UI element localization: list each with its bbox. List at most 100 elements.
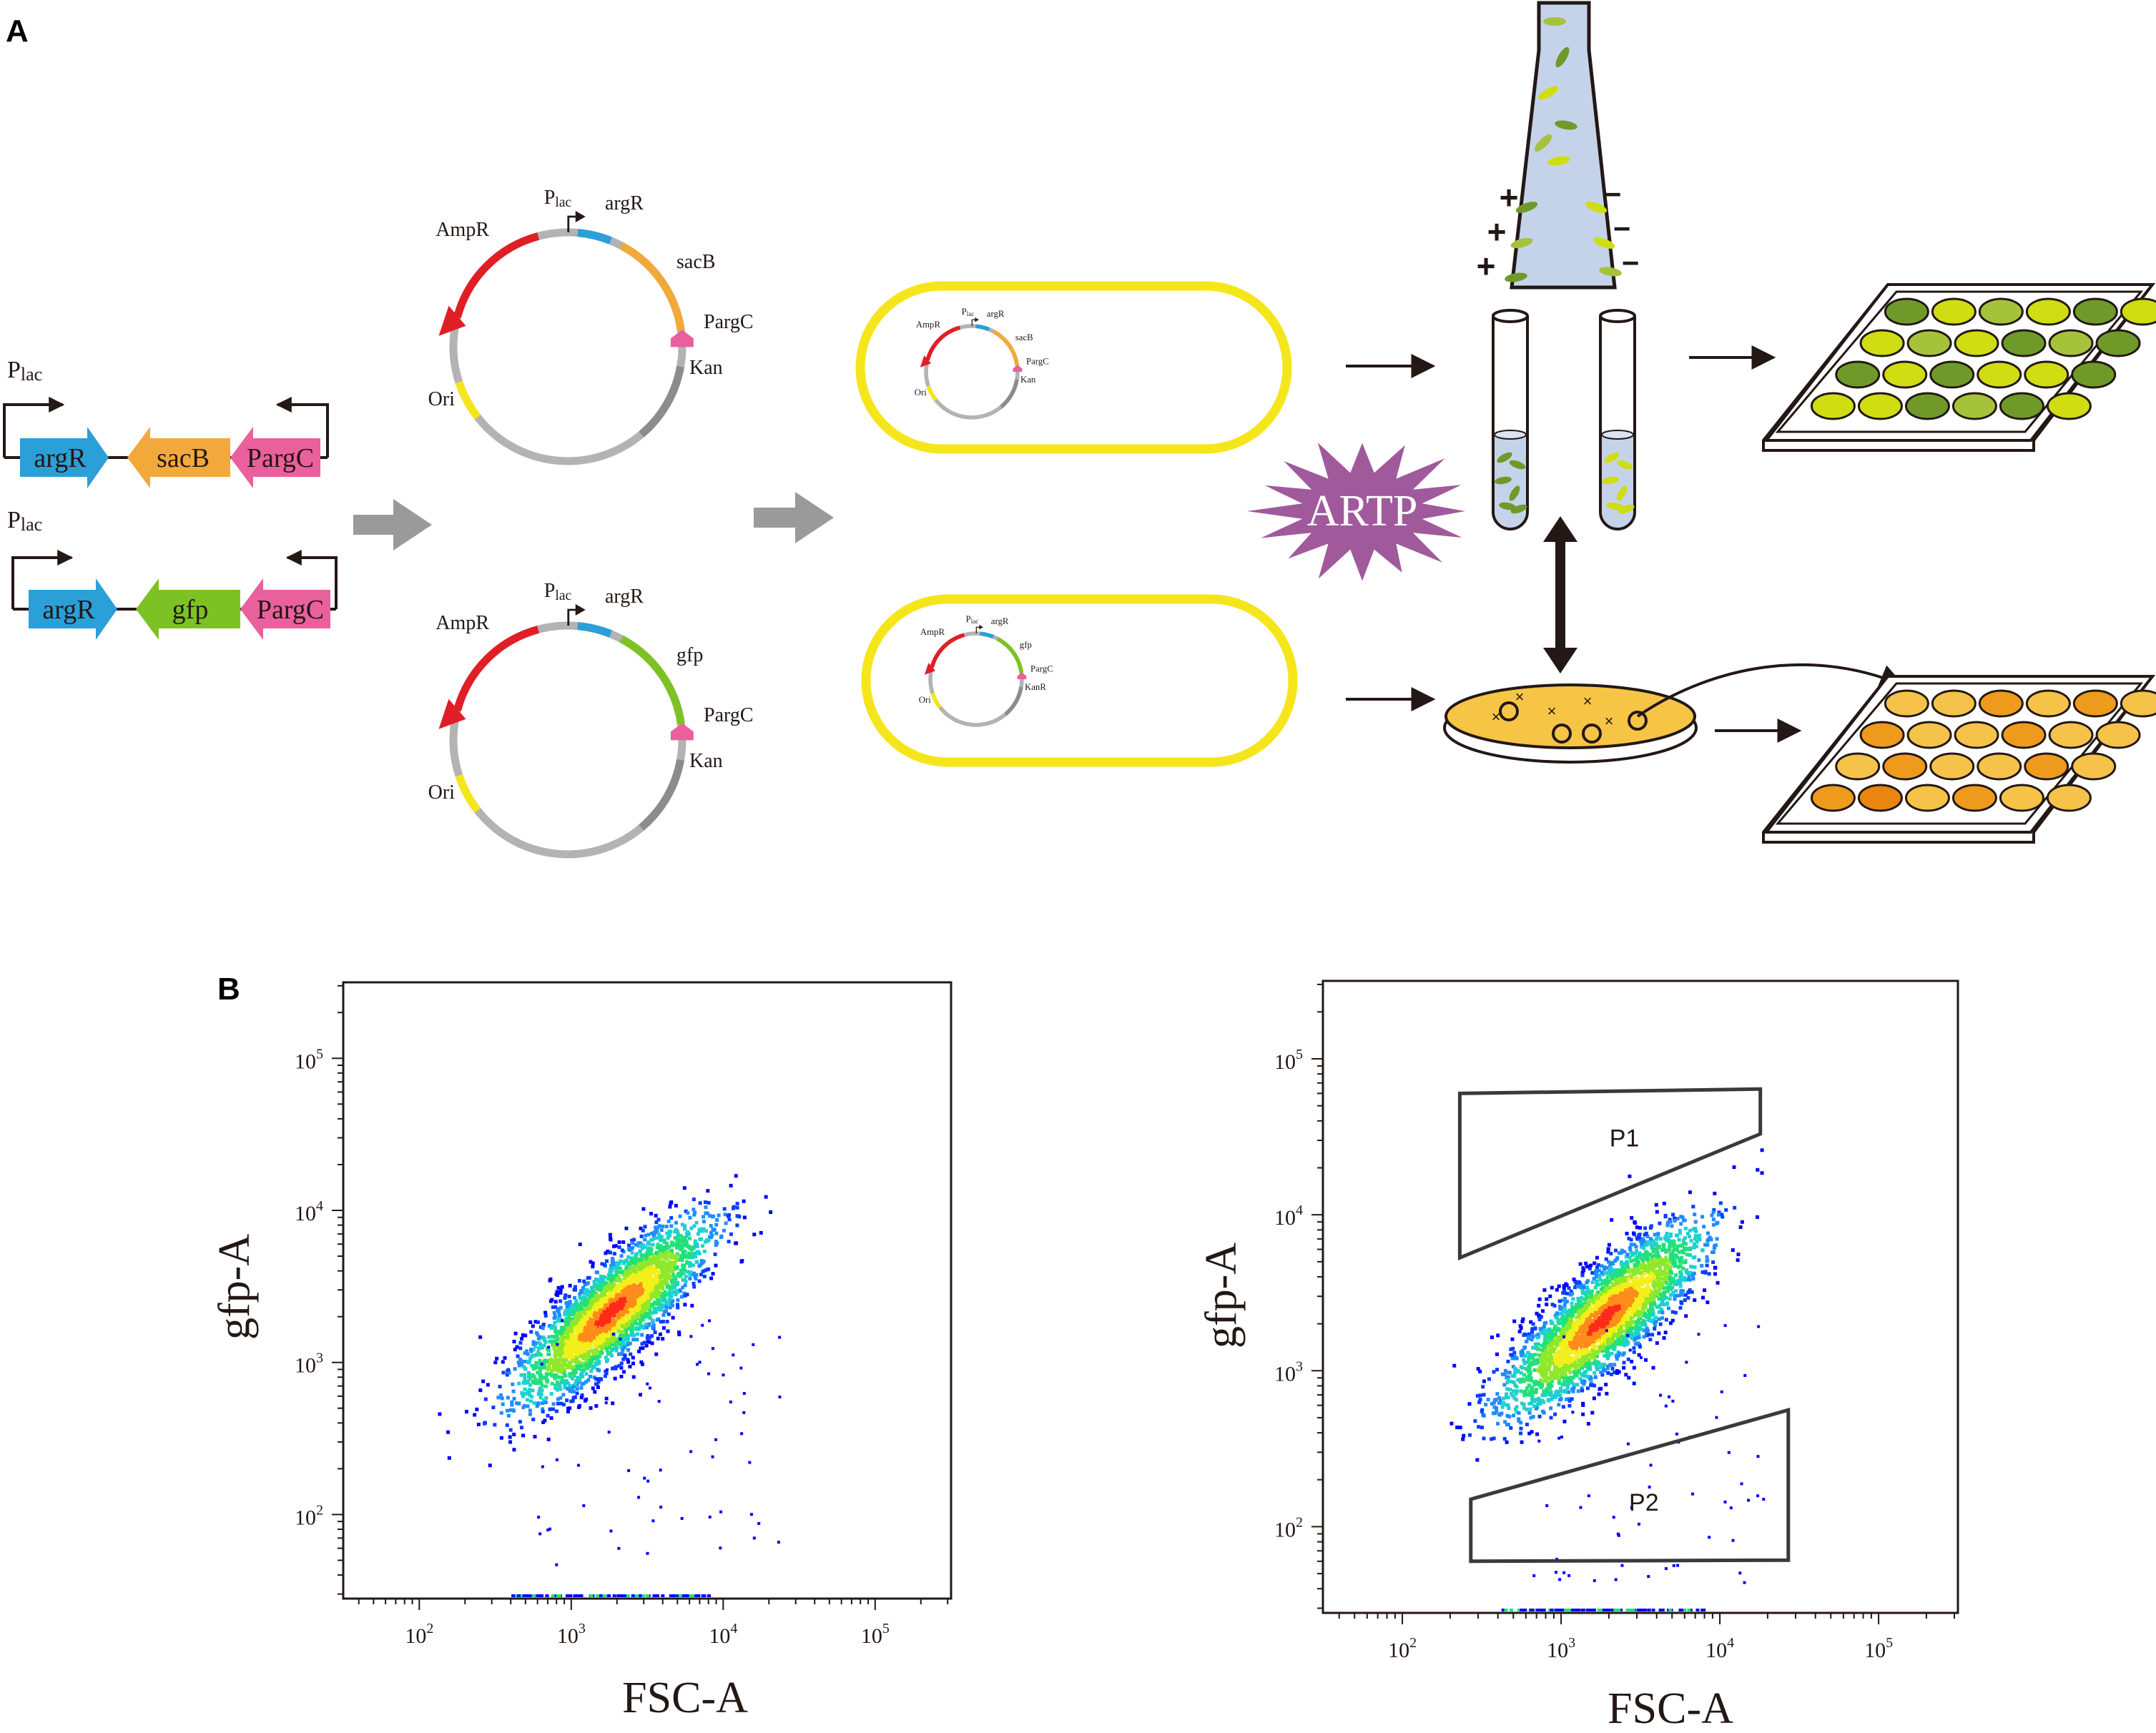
- event-dot: [678, 1288, 682, 1293]
- event-dot: [604, 1314, 609, 1318]
- event-dot: [1567, 1398, 1572, 1403]
- event-dot: [614, 1348, 619, 1353]
- event-outlier: [646, 1551, 649, 1555]
- event-dot: [1482, 1379, 1486, 1383]
- event-dot: [526, 1404, 530, 1408]
- event-dot: [1608, 1263, 1613, 1268]
- event-dot: [615, 1277, 619, 1281]
- event-dot: [551, 1335, 556, 1339]
- event-dot: [602, 1320, 606, 1324]
- event-dot: [617, 1261, 621, 1265]
- event-dot: [630, 1331, 634, 1335]
- cell-top-membrane: [855, 281, 1292, 454]
- event-dot: [619, 1346, 624, 1350]
- event-baseline: [516, 1594, 521, 1597]
- event-dot: [602, 1305, 606, 1310]
- event-dot: [580, 1335, 584, 1340]
- event-dot: [539, 1381, 543, 1386]
- event-dot: [558, 1396, 563, 1400]
- event-dot: [568, 1389, 572, 1393]
- flow-plot-left-ylabel: gfp-A: [210, 1234, 259, 1340]
- event-dot: [1530, 1386, 1535, 1390]
- event-dot: [547, 1323, 551, 1328]
- event-dot: [1526, 1351, 1530, 1355]
- event-dot: [1677, 1250, 1681, 1254]
- event-dot: [661, 1319, 665, 1323]
- event-dot: [1545, 1303, 1549, 1307]
- event-dot: [582, 1317, 586, 1321]
- event-dot: [532, 1401, 536, 1406]
- event-dot: [654, 1295, 658, 1299]
- event-dot: [596, 1353, 600, 1358]
- event-dot: [658, 1251, 662, 1255]
- event-dot: [639, 1325, 643, 1329]
- event-dot: [577, 1307, 581, 1311]
- event-dot: [656, 1225, 660, 1230]
- event-dot: [584, 1356, 589, 1361]
- event-dot: [609, 1312, 614, 1316]
- event-dot: [572, 1326, 576, 1330]
- event-dot: [610, 1278, 614, 1283]
- plasmid-top-pargc-marker: [670, 330, 694, 347]
- event-dot: [530, 1394, 534, 1398]
- event-dot: [636, 1290, 641, 1295]
- event-dot: [624, 1320, 629, 1324]
- event-dot: [536, 1336, 541, 1341]
- event-dot: [1612, 1371, 1616, 1375]
- event-baseline: [707, 1594, 712, 1597]
- event-dot: [564, 1378, 568, 1383]
- event-dot: [705, 1268, 709, 1272]
- event-dot: [1679, 1290, 1683, 1295]
- x-tick-label: 105: [1864, 1635, 1893, 1662]
- event-dot: [655, 1255, 659, 1260]
- event-dot: [679, 1273, 683, 1278]
- event-dot: [1690, 1290, 1694, 1294]
- event-dot: [654, 1267, 658, 1271]
- event-dot: [639, 1234, 644, 1238]
- nozzle-cell: [1547, 156, 1570, 166]
- event-dot: [657, 1233, 661, 1237]
- plasmid-bottom-ori-segment: [455, 774, 481, 813]
- event-baseline: [536, 1594, 541, 1597]
- event-dot: [1577, 1328, 1581, 1332]
- event-dot: [550, 1368, 554, 1373]
- event-baseline: [656, 1594, 660, 1597]
- event-dot: [631, 1314, 636, 1318]
- event-dot: [585, 1328, 589, 1332]
- event-dot: [540, 1388, 544, 1392]
- event-dot: [676, 1298, 680, 1303]
- event-dot: [1558, 1329, 1562, 1333]
- event-dot: [626, 1272, 631, 1276]
- event-dot: [624, 1330, 629, 1335]
- event-dot: [1609, 1372, 1613, 1376]
- event-dot: [759, 1230, 763, 1235]
- sorter-plus-2: +: [1487, 213, 1507, 250]
- event-dot: [1603, 1353, 1607, 1358]
- event-dot: [644, 1343, 649, 1348]
- event-dot: [646, 1255, 651, 1260]
- event-dot: [498, 1384, 502, 1388]
- event-dot: [646, 1266, 650, 1270]
- event-dot: [575, 1350, 579, 1354]
- event-dot: [608, 1291, 612, 1295]
- event-dot: [1590, 1356, 1594, 1360]
- event-dot: [594, 1344, 598, 1348]
- event-dot: [572, 1313, 576, 1317]
- event-dot: [591, 1324, 595, 1328]
- event-dot: [702, 1220, 706, 1224]
- event-dot: [1605, 1298, 1609, 1303]
- event-dot: [643, 1311, 647, 1315]
- event-dot: [700, 1229, 704, 1233]
- event-dot: [529, 1330, 533, 1334]
- flow-plot-left-xlabel: FSC-A: [622, 1674, 748, 1722]
- event-dot: [634, 1253, 638, 1258]
- event-dot: [574, 1308, 579, 1312]
- event-dot: [705, 1211, 709, 1215]
- event-outlier: [637, 1496, 641, 1499]
- event-dot: [1519, 1426, 1523, 1431]
- event-dot: [593, 1298, 597, 1303]
- event-dot: [538, 1368, 543, 1372]
- event-dot: [1658, 1265, 1663, 1270]
- event-dot: [626, 1286, 631, 1290]
- event-baseline: [652, 1594, 656, 1597]
